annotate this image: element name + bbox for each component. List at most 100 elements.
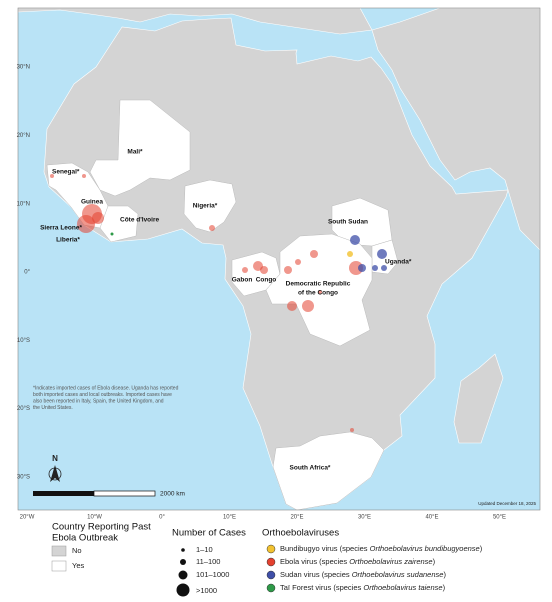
lon-label: 20°E xyxy=(290,515,303,521)
lon-label: 20°W xyxy=(20,515,35,521)
scale-label: 2000 km xyxy=(160,491,185,498)
north-arrow: N xyxy=(48,454,62,482)
virus-end: ) xyxy=(433,557,436,566)
country-label: South Sudan xyxy=(328,219,368,226)
virus-swatch xyxy=(266,544,276,554)
marker xyxy=(318,290,322,294)
map-frame xyxy=(17,7,541,511)
mali xyxy=(89,99,191,197)
legend-label: Taï Forest virus (species Orthoebolaviru… xyxy=(280,583,446,592)
legend-label: Bundibugyo virus (species Orthoebolaviru… xyxy=(280,544,483,553)
marker xyxy=(284,266,292,274)
virus-end: ) xyxy=(443,583,446,592)
legend-title: Country Reporting Past xyxy=(52,522,151,533)
marker xyxy=(350,235,360,245)
legend-label: 11–100 xyxy=(196,557,220,566)
legend-title: Number of Cases xyxy=(172,528,246,539)
legend: Country Reporting Past Ebola Outbreak No… xyxy=(51,522,483,597)
drc xyxy=(265,233,373,347)
size-swatch xyxy=(176,583,190,597)
note-line: the United States. xyxy=(33,405,73,411)
europe xyxy=(18,8,373,35)
note-line: also been reported in Italy, Spain, the … xyxy=(33,398,164,404)
lat-label: 0° xyxy=(24,270,30,276)
legend-label: No xyxy=(72,546,82,555)
country-label: Uganda* xyxy=(385,259,412,266)
marker xyxy=(242,267,248,273)
lat-label: 10°S xyxy=(17,338,30,344)
marker xyxy=(372,265,378,271)
country-label: Congo xyxy=(256,277,277,284)
virus-name: Bundibugyo virus (species xyxy=(280,544,370,553)
lat-label: 20°S xyxy=(17,406,30,412)
lon-label: 10°W xyxy=(87,515,102,521)
virus-labels: Bundibugyo virus (species Orthoebolaviru… xyxy=(280,544,483,592)
nigeria xyxy=(183,179,237,233)
size-swatch xyxy=(180,559,186,565)
country-label: Nigeria* xyxy=(193,203,218,210)
marker xyxy=(302,300,314,312)
legend-label: 101–1000 xyxy=(196,570,229,579)
marker xyxy=(77,215,95,233)
country-label: Sierra Leone* xyxy=(40,225,82,232)
scale-bar: 2000 km xyxy=(33,490,185,498)
marker xyxy=(310,250,318,258)
legend-title: Orthoebolaviruses xyxy=(262,528,339,539)
virus-swatch xyxy=(266,557,276,567)
marker xyxy=(92,212,104,224)
legend-label: Yes xyxy=(72,561,84,570)
virus-swatch xyxy=(266,583,276,593)
legend-label: >1000 xyxy=(196,586,217,595)
cote-divoire xyxy=(99,205,139,243)
lon-label: 30°E xyxy=(358,515,371,521)
map-labels: 30°N 20°N 10°N 0° 10°S 20°S 30°S 20°W 10°W 0° 10°E… xyxy=(17,65,506,521)
south-africa xyxy=(272,431,385,510)
marker xyxy=(287,301,297,311)
note-line: *Indicates imported cases of Ebola disea… xyxy=(33,385,179,391)
country-label: South Africa* xyxy=(290,465,331,472)
virus-species: Orthoebolavirus zairense xyxy=(349,557,432,566)
north-label: N xyxy=(52,454,58,463)
north-arrow-ring xyxy=(48,467,62,481)
country-label: Mali* xyxy=(127,149,143,156)
marker xyxy=(381,265,387,271)
country-label: Côte d'Ivoire xyxy=(120,217,159,224)
marker xyxy=(350,428,354,432)
legend-label: Sudan virus (species Orthoebolavirus sud… xyxy=(280,570,446,579)
marker xyxy=(82,174,86,178)
marker xyxy=(50,174,54,178)
marker xyxy=(110,232,114,236)
virus-name: Taï Forest virus (species xyxy=(280,583,363,592)
virus-swatch xyxy=(266,570,276,580)
country-label: of the Congo xyxy=(298,290,338,297)
legend-label: Ebola virus (species Orthoebolavirus zai… xyxy=(280,557,436,566)
virus-name: Ebola virus (species xyxy=(280,557,349,566)
legend-label: 1–10 xyxy=(196,545,213,554)
size-swatch xyxy=(178,570,188,580)
legend-swatch xyxy=(51,545,67,557)
middle-east xyxy=(371,8,540,251)
marker xyxy=(209,225,215,231)
updated-note: Updated December 18, 2025 xyxy=(478,501,536,506)
marker xyxy=(377,249,387,259)
lat-label: 30°S xyxy=(17,474,30,480)
legend-swatch xyxy=(51,560,67,572)
lat-label: 20°N xyxy=(17,133,30,139)
lon-label: 0° xyxy=(159,515,165,521)
country-label: Democratic Republic xyxy=(286,281,351,288)
country-label: Liberia* xyxy=(56,237,80,244)
madagascar xyxy=(453,353,504,444)
lon-label: 40°E xyxy=(425,515,438,521)
lat-label: 10°N xyxy=(17,201,30,207)
virus-end: ) xyxy=(443,570,446,579)
virus-species: Orthoebolavirus bundibugyoense xyxy=(370,544,480,553)
marker xyxy=(295,259,301,265)
marker xyxy=(260,266,268,274)
marker xyxy=(349,261,363,275)
country-label: Gabon xyxy=(232,277,253,284)
virus-species: Orthoebolavirus taiense xyxy=(363,583,442,592)
note-line: both imported cases and local outbreaks.… xyxy=(33,392,172,398)
